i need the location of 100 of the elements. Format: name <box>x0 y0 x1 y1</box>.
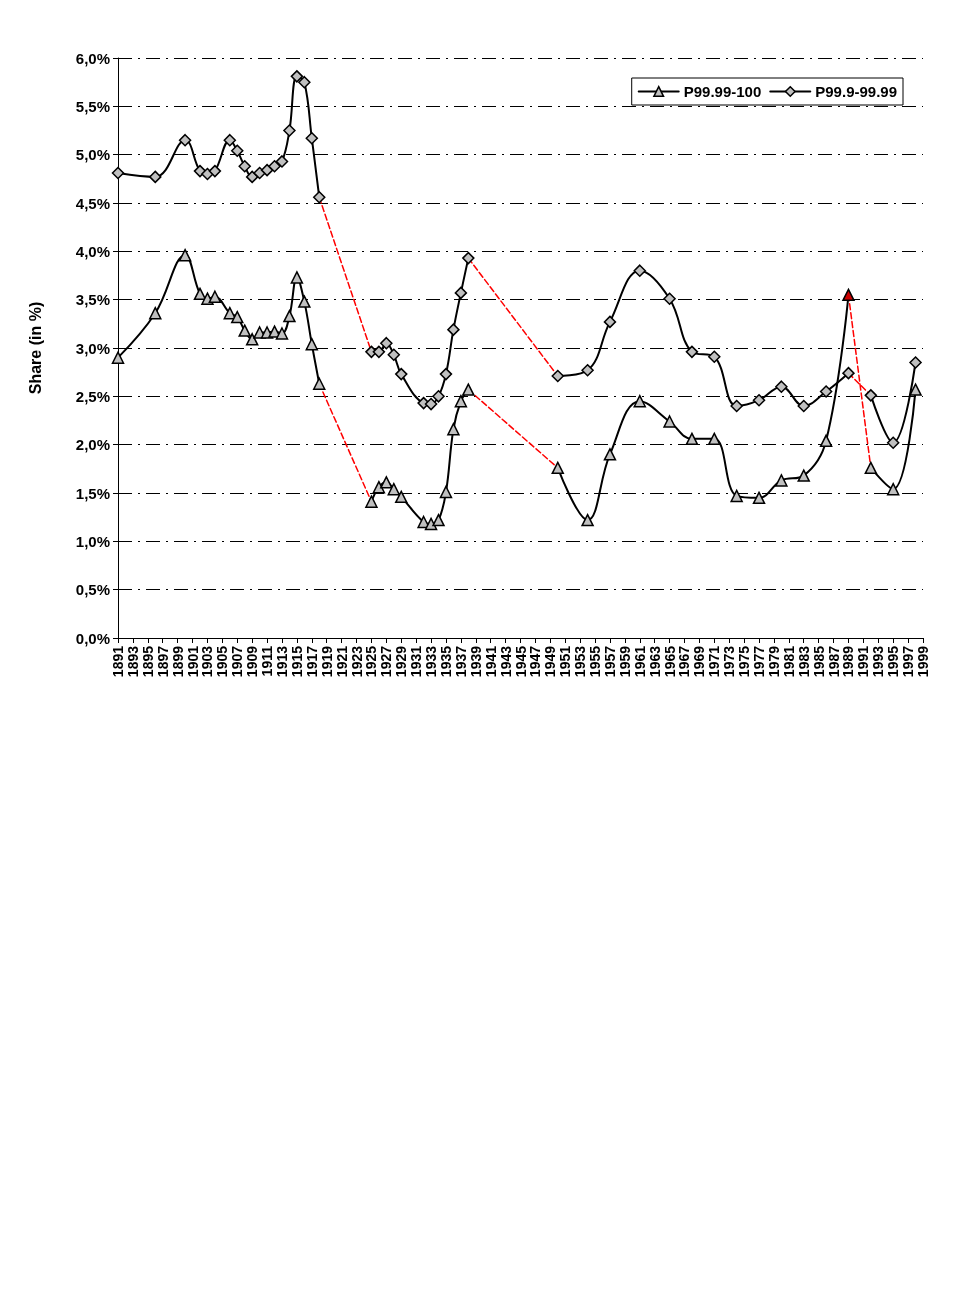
x-tick-label: 1943 <box>497 645 514 678</box>
x-tick-label: 1903 <box>199 645 216 678</box>
point <box>290 70 304 83</box>
y-tick-label: 6,0% <box>75 49 110 67</box>
point <box>275 327 289 340</box>
point <box>245 333 259 346</box>
y-tick-label: 4,5% <box>75 194 110 212</box>
x-tick-label: 1917 <box>303 645 320 678</box>
point <box>432 390 445 403</box>
point <box>454 394 468 408</box>
x-tick-label: 1967 <box>676 645 693 678</box>
x-tick-label: 1985 <box>810 645 827 678</box>
y-tick-label: 2,5% <box>75 387 110 405</box>
x-tick-label: 1997 <box>900 645 917 678</box>
x-tick-label: 1927 <box>378 645 395 678</box>
point <box>842 288 855 302</box>
point <box>886 482 900 496</box>
x-tick-label: 1973 <box>721 645 738 678</box>
point <box>149 306 162 320</box>
x-tick-label: 1995 <box>885 645 902 678</box>
point <box>201 167 214 181</box>
x-tick-label: 1895 <box>139 645 156 678</box>
x-tick-label: 1937 <box>452 645 469 678</box>
x-tick-label: 1891 <box>110 645 126 678</box>
point <box>424 517 438 531</box>
point <box>305 337 319 351</box>
legend-label: P99.99-100 <box>683 83 762 100</box>
point <box>864 389 878 402</box>
point <box>663 292 676 305</box>
x-tick-label: 1907 <box>229 645 246 678</box>
point <box>424 397 438 411</box>
point <box>454 286 468 300</box>
point <box>178 248 192 262</box>
point <box>305 131 319 145</box>
x-tick-label: 1955 <box>587 645 604 678</box>
x-tick-label: 1961 <box>631 645 648 678</box>
x-tick-label: 1963 <box>646 645 663 678</box>
point <box>387 348 401 362</box>
point <box>238 160 251 173</box>
point <box>447 323 460 336</box>
x-tick-label: 1975 <box>736 645 753 678</box>
point <box>462 383 475 396</box>
y-tick-label: 1,5% <box>75 484 110 502</box>
point <box>864 461 878 475</box>
point <box>708 432 721 446</box>
x-tick-label: 1905 <box>214 645 231 678</box>
point <box>886 436 900 449</box>
x-tick-label: 1977 <box>751 645 768 678</box>
point <box>298 295 311 308</box>
x-tick-label: 1939 <box>467 645 484 678</box>
point <box>447 422 460 436</box>
point <box>730 399 743 413</box>
point <box>111 166 125 180</box>
point <box>603 315 617 329</box>
point <box>752 491 766 505</box>
x-tick-label: 1913 <box>273 645 290 678</box>
x-tick-label: 1991 <box>855 645 872 678</box>
point <box>462 251 475 265</box>
point <box>223 133 237 147</box>
point <box>439 367 453 381</box>
x-tick-label: 1901 <box>184 645 201 678</box>
point <box>238 324 251 337</box>
x-tick-label: 1969 <box>691 645 708 678</box>
x-tick-label: 1919 <box>318 645 335 678</box>
x-tick-label: 1909 <box>244 645 261 678</box>
point <box>298 75 311 89</box>
point <box>819 385 833 398</box>
x-tick-label: 1983 <box>795 645 812 678</box>
x-tick-label: 1915 <box>288 645 305 678</box>
point <box>268 160 281 173</box>
x-tick-label: 1935 <box>437 645 454 678</box>
y-tick-label: 4,0% <box>75 242 110 260</box>
x-tick-label: 1989 <box>840 645 857 678</box>
point <box>603 448 617 461</box>
point <box>685 345 699 359</box>
point <box>909 356 922 369</box>
point <box>394 367 408 381</box>
x-tick-label: 1945 <box>512 645 529 678</box>
x-tick-label: 1947 <box>527 645 544 678</box>
y-tick-label: 3,5% <box>75 291 110 309</box>
y-tick-label: 0,5% <box>75 581 110 599</box>
x-tick-label: 1999 <box>915 645 931 678</box>
point <box>439 485 453 499</box>
x-tick-label: 1993 <box>870 645 887 678</box>
legend-label: P99.9-99.99 <box>815 83 897 100</box>
point <box>394 490 408 504</box>
y-tick-label: 3,0% <box>75 339 110 357</box>
point <box>380 476 393 489</box>
point <box>208 290 222 304</box>
point <box>387 482 401 496</box>
x-tick-label: 1951 <box>557 645 574 678</box>
point <box>283 124 296 137</box>
x-tick-label: 1959 <box>616 645 633 678</box>
point <box>178 133 192 147</box>
point <box>551 369 565 383</box>
point <box>708 350 721 363</box>
y-tick-label: 5,0% <box>75 146 110 164</box>
point <box>819 434 833 448</box>
x-tick-label: 1979 <box>765 645 782 678</box>
point <box>633 264 647 277</box>
